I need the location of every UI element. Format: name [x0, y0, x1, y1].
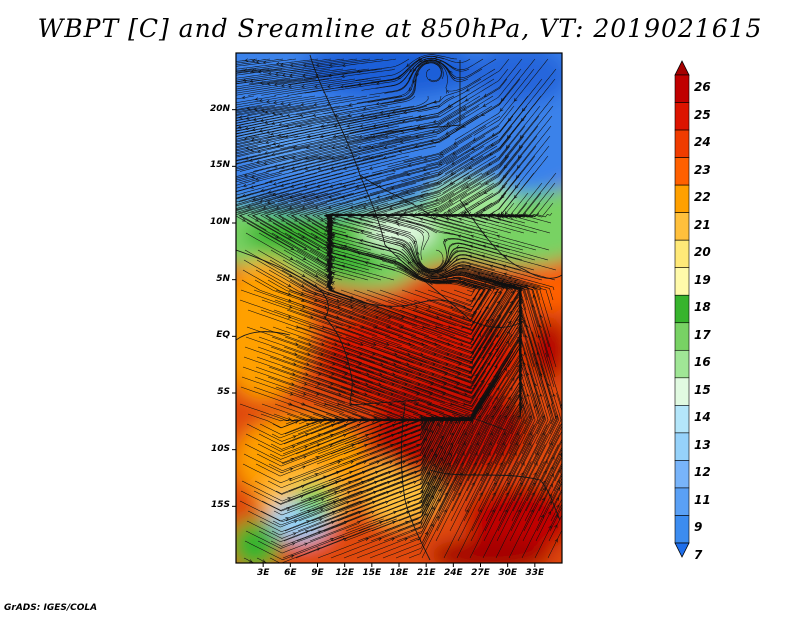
colorbar-level-label: 7 — [694, 548, 703, 562]
lat-tick-label: 15N — [209, 160, 230, 171]
lat-tick-label: 5N — [216, 273, 230, 284]
colorbar-level-label: 18 — [694, 300, 711, 315]
colorbar-level-label: 9 — [694, 520, 703, 535]
colorbar-max-arrow — [674, 60, 690, 76]
colorbar-band — [674, 102, 690, 131]
colorbar-band — [674, 377, 690, 406]
colorbar-band — [674, 515, 690, 544]
colorbar-level-label: 15 — [694, 382, 711, 397]
axis-ticks — [232, 109, 536, 567]
lon-tick-label: 6E — [284, 568, 297, 578]
colorbar-band — [674, 349, 690, 379]
lat-tick-label: 20N — [209, 103, 230, 114]
lat-tick-label: 10S — [210, 443, 230, 454]
colorbar-level-label: 13 — [694, 437, 711, 452]
colorbar-level-label: 24 — [694, 135, 711, 150]
colorbar-band — [674, 405, 690, 434]
colorbar-min-arrow — [674, 542, 690, 558]
colorbar-level-label: 12 — [694, 465, 711, 480]
colorbar-level-label: 25 — [694, 107, 711, 122]
colorbar-level-label: 19 — [694, 272, 711, 287]
lat-tick-label: 5S — [217, 387, 230, 397]
colorbar-level-label: 16 — [694, 355, 711, 370]
colorbar-level-label: 17 — [694, 327, 711, 342]
colorbar — [674, 60, 690, 558]
lon-tick-label: 30E — [498, 568, 517, 578]
lon-tick-label: 21E — [416, 568, 436, 578]
colorbar-level-label: 20 — [694, 245, 711, 260]
lon-tick-label: 27E — [471, 568, 490, 578]
colorbar-band — [674, 294, 690, 324]
colorbar-band — [674, 129, 690, 158]
colorbar-level-label: 23 — [694, 162, 711, 177]
colorbar-band — [674, 322, 690, 351]
colorbar-band — [674, 267, 690, 296]
lon-tick-label: 33E — [525, 568, 545, 578]
colorbar-band — [674, 157, 690, 186]
lon-tick-label: 3E — [256, 568, 270, 578]
colorbar-band — [674, 239, 690, 269]
grads-credit: GrADS: IGES/COLA — [4, 603, 98, 613]
colorbar-level-label: 21 — [694, 217, 711, 232]
colorbar-band — [674, 184, 690, 213]
colorbar-band — [674, 460, 690, 489]
lon-tick-label: 24E — [443, 568, 463, 578]
colorbar-band — [674, 487, 690, 516]
colorbar-level-label: 22 — [694, 190, 711, 205]
lat-tick-label: 15S — [210, 500, 230, 511]
map-title: WBPT [C] and Sreamline at 850hPa, VT: 20… — [37, 14, 763, 43]
lon-tick-label: 15E — [362, 568, 382, 578]
lon-tick-label: 12E — [335, 568, 354, 578]
colorbar-level-label: 26 — [694, 80, 711, 94]
streamlines — [236, 54, 562, 563]
colorbar-band — [674, 212, 690, 241]
lat-tick-label: EQ — [216, 330, 230, 341]
lat-tick-label: 10N — [209, 217, 230, 227]
colorbar-band — [674, 432, 690, 461]
colorbar-level-label: 14 — [694, 410, 711, 425]
lon-tick-label: 9E — [311, 568, 324, 578]
colorbar-band — [674, 74, 690, 103]
colorbar-level-label: 11 — [694, 492, 711, 507]
lon-tick-label: 18E — [389, 568, 409, 578]
